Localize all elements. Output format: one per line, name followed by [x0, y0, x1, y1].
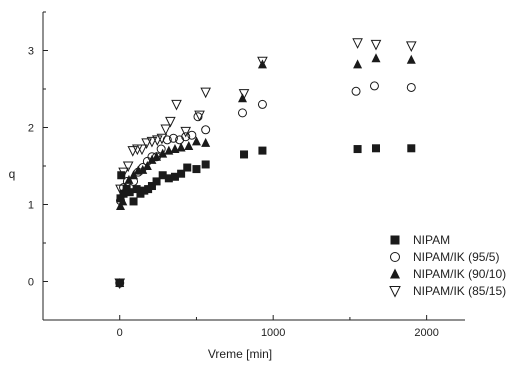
x-tick-label: 1000 [261, 327, 285, 339]
data-point [238, 89, 250, 100]
data-point [181, 132, 191, 142]
x-tick-label: 2000 [414, 327, 438, 339]
data-point [142, 161, 152, 170]
plot-area [114, 38, 417, 290]
data-point [146, 136, 158, 148]
data-point [192, 165, 201, 174]
data-point [136, 144, 148, 156]
legend-label: NIPAM [413, 233, 450, 247]
data-point [353, 59, 363, 69]
data-point [158, 148, 168, 158]
data-point [237, 93, 247, 103]
data-point [407, 144, 416, 153]
data-point [152, 177, 161, 186]
data-point [170, 172, 179, 181]
legend-marker [389, 286, 401, 298]
data-point [165, 116, 176, 128]
data-point [352, 38, 363, 49]
legend-label: NIPAM/IK (85/15) [413, 284, 506, 298]
data-point [191, 136, 201, 146]
y-tick-label: 0 [28, 277, 34, 289]
data-point [257, 99, 267, 109]
data-point [187, 130, 197, 140]
data-point [183, 163, 192, 172]
data-point [125, 188, 134, 197]
data-point [176, 142, 186, 152]
data-point [118, 167, 129, 179]
legend-marker [390, 252, 400, 262]
data-point [371, 144, 380, 153]
data-point [371, 53, 381, 63]
data-point [152, 151, 162, 161]
series-2 [115, 81, 416, 288]
data-point [200, 87, 211, 99]
data-point [237, 108, 247, 118]
data-point [257, 56, 268, 68]
data-point [158, 171, 167, 180]
data-point [115, 201, 125, 211]
data-point [124, 174, 134, 184]
data-point [160, 124, 172, 136]
series-1 [115, 144, 416, 288]
y-axis-title: q [9, 167, 16, 181]
data-point [141, 138, 152, 150]
data-point [122, 161, 134, 173]
legend-label: NIPAM/IK (95/5) [413, 250, 499, 264]
legend-label: NIPAM/IK (90/10) [413, 267, 506, 281]
data-point [201, 125, 211, 135]
legend: NIPAM NIPAM/IK (95/5) NIPAM/IK (90/10) NIPA… [389, 233, 506, 298]
data-point [168, 133, 178, 143]
data-point [194, 110, 205, 122]
data-point [351, 86, 361, 96]
data-point [127, 146, 139, 157]
data-point [114, 278, 126, 290]
data-point [369, 81, 379, 91]
data-point [115, 278, 125, 288]
axes: 0 1 2 3 0 1000 2000 [28, 11, 465, 339]
legend-marker [390, 235, 400, 245]
data-point [116, 194, 125, 203]
data-point [370, 39, 382, 51]
data-point [257, 59, 267, 69]
legend-marker [390, 268, 400, 279]
data-point [353, 145, 362, 154]
data-point [180, 126, 192, 138]
data-point [147, 182, 156, 191]
data-point [118, 196, 128, 206]
data-point [147, 154, 157, 164]
data-point [193, 112, 203, 122]
y-tick-label: 1 [28, 200, 34, 212]
series-3 [115, 53, 416, 288]
data-point [132, 185, 141, 194]
x-axis-title: Vreme [min] [208, 347, 272, 361]
data-point [177, 169, 186, 178]
data-point [156, 133, 168, 145]
data-point [152, 135, 163, 146]
data-point [406, 54, 416, 64]
data-point [201, 160, 210, 169]
data-point [171, 99, 182, 111]
data-point [164, 174, 173, 183]
data-point [129, 197, 138, 206]
x-tick-label: 0 [117, 327, 123, 339]
data-point [258, 146, 267, 155]
series-4 [114, 38, 417, 290]
data-point [405, 41, 417, 52]
data-point [406, 82, 416, 92]
data-point [129, 170, 139, 180]
y-tick-label: 2 [28, 123, 34, 135]
data-point [117, 171, 126, 180]
data-point [240, 150, 249, 159]
data-point [201, 137, 211, 147]
data-point [138, 164, 148, 174]
data-point [115, 184, 126, 196]
y-tick-label: 3 [28, 46, 34, 58]
data-point [121, 185, 131, 195]
data-point [184, 140, 194, 150]
